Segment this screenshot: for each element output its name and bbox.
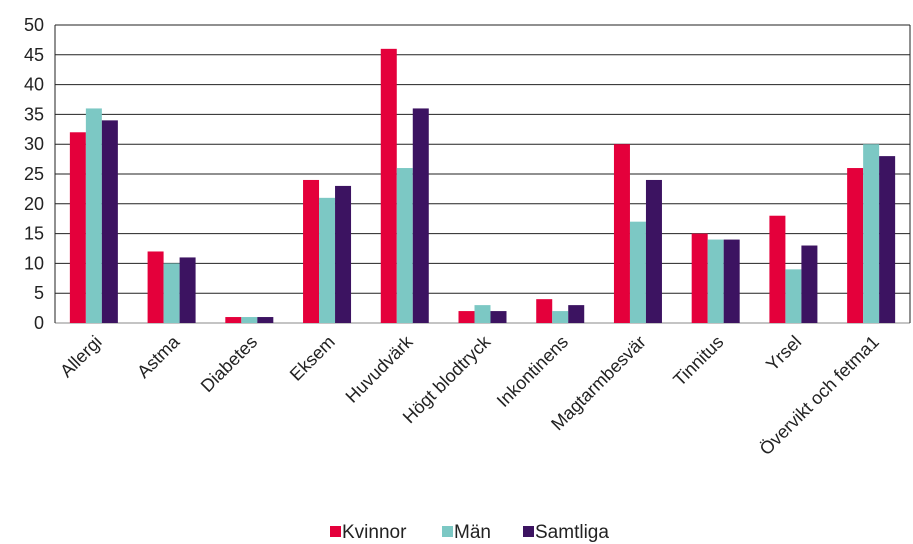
x-category-label: Yrsel xyxy=(762,332,805,375)
bar-kvinnor-högt-blodtryck xyxy=(458,311,475,323)
bar-kvinnor-yrsel xyxy=(769,215,786,323)
bar-män-inkontinens xyxy=(552,311,569,323)
bar-samtliga-astma xyxy=(179,257,196,323)
x-category-label: Astma xyxy=(133,331,184,382)
bar-kvinnor-eksem xyxy=(303,179,320,323)
y-tick-label: 0 xyxy=(34,313,44,333)
x-category-label: Allergi xyxy=(56,332,106,382)
y-tick-label: 25 xyxy=(24,164,44,184)
legend-swatch-samtliga xyxy=(523,526,534,537)
bar-samtliga-allergi xyxy=(101,120,118,323)
bar-samtliga-diabetes xyxy=(257,317,274,323)
bar-samtliga-magtarmbesvär xyxy=(645,179,662,323)
y-tick-label: 50 xyxy=(24,15,44,35)
gridlines xyxy=(54,24,911,324)
bar-män-astma xyxy=(163,263,180,323)
legend: Kvinnor Män Samtliga xyxy=(330,522,609,543)
bar-kvinnor-magtarmbesvär xyxy=(613,144,630,323)
y-axis-ticks: 0 5 10 15 20 25 30 35 40 45 50 xyxy=(24,15,44,333)
x-category-label: Eksem xyxy=(286,332,339,385)
bars xyxy=(69,48,896,324)
bar-kvinnor-diabetes xyxy=(225,317,242,323)
x-category-label: Huvudvärk xyxy=(342,331,418,407)
bar-kvinnor-tinnitus xyxy=(691,233,708,323)
bar-samtliga-högt-blodtryck xyxy=(490,311,507,323)
legend-label-män: Män xyxy=(454,522,491,543)
bar-samtliga-tinnitus xyxy=(723,239,740,323)
bar-män-magtarmbesvär xyxy=(629,221,646,323)
y-tick-label: 45 xyxy=(24,45,44,65)
x-category-label: Tinnitus xyxy=(669,332,727,390)
bar-män-allergi xyxy=(85,108,102,323)
y-tick-label: 35 xyxy=(24,104,44,124)
x-category-label: Inkontinens xyxy=(493,332,572,411)
bar-samtliga-övervikt-och-fetma1 xyxy=(879,156,896,323)
legend-swatch-kvinnor xyxy=(330,526,341,537)
x-category-label: Diabetes xyxy=(197,332,261,396)
bar-kvinnor-övervikt-och-fetma1 xyxy=(847,168,864,323)
legend-label-samtliga: Samtliga xyxy=(535,522,609,543)
bar-kvinnor-allergi xyxy=(69,132,86,323)
bar-kvinnor-huvudvärk xyxy=(380,48,397,324)
y-tick-label: 5 xyxy=(34,283,44,303)
bar-män-tinnitus xyxy=(707,239,724,323)
legend-label-kvinnor: Kvinnor xyxy=(342,522,407,543)
legend-swatch-män xyxy=(442,526,453,537)
bar-män-yrsel xyxy=(785,269,802,323)
bar-samtliga-yrsel xyxy=(801,245,818,323)
y-tick-label: 40 xyxy=(24,75,44,95)
y-tick-label: 30 xyxy=(24,134,44,154)
bar-män-diabetes xyxy=(241,317,258,323)
bar-samtliga-inkontinens xyxy=(568,305,585,323)
y-tick-label: 15 xyxy=(24,224,44,244)
bar-samtliga-eksem xyxy=(335,185,352,323)
bar-män-huvudvärk xyxy=(396,168,413,323)
bar-samtliga-huvudvärk xyxy=(412,108,429,323)
bar-män-högt-blodtryck xyxy=(474,305,491,323)
bar-kvinnor-astma xyxy=(147,251,164,323)
y-tick-label: 10 xyxy=(24,253,44,273)
bar-män-eksem xyxy=(319,197,336,323)
bar-kvinnor-inkontinens xyxy=(536,299,553,323)
y-tick-label: 20 xyxy=(24,194,44,214)
bar-män-övervikt-och-fetma1 xyxy=(863,144,880,323)
